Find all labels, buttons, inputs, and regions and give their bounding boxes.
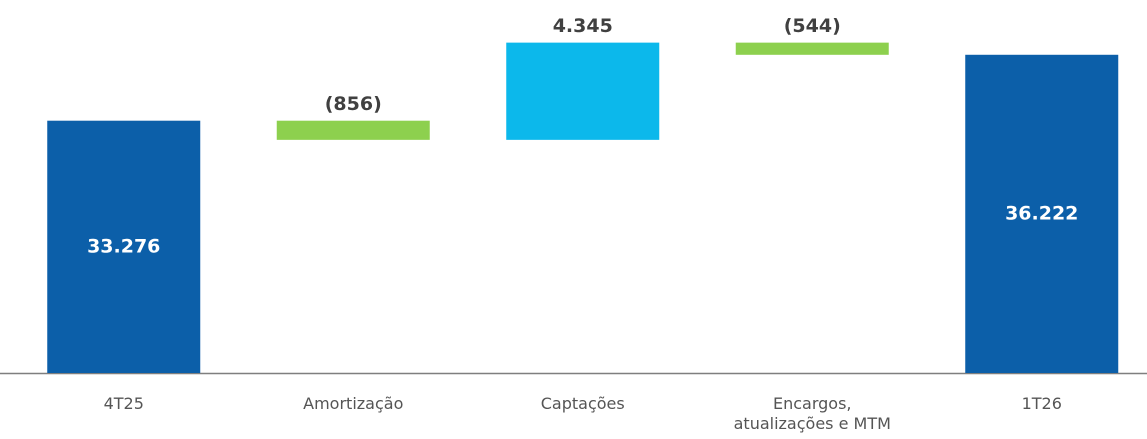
value-label: (856) <box>325 93 382 115</box>
value-label: 36.222 <box>1005 202 1078 224</box>
bar <box>276 120 430 140</box>
value-label: (544) <box>784 15 841 37</box>
bar <box>506 42 660 140</box>
x-tick-label: Amortização <box>303 394 404 413</box>
x-tick-label: Captações <box>540 394 625 413</box>
bar <box>735 42 889 55</box>
value-label: 33.276 <box>87 235 160 257</box>
bar <box>965 54 1119 374</box>
bar <box>47 120 201 374</box>
x-tick-label: 4T25 <box>103 394 144 413</box>
x-tick-label: Encargos, atualizações e MTM <box>733 394 891 433</box>
x-tick-label: 1T26 <box>1021 394 1062 413</box>
value-label: 4.345 <box>553 15 613 37</box>
